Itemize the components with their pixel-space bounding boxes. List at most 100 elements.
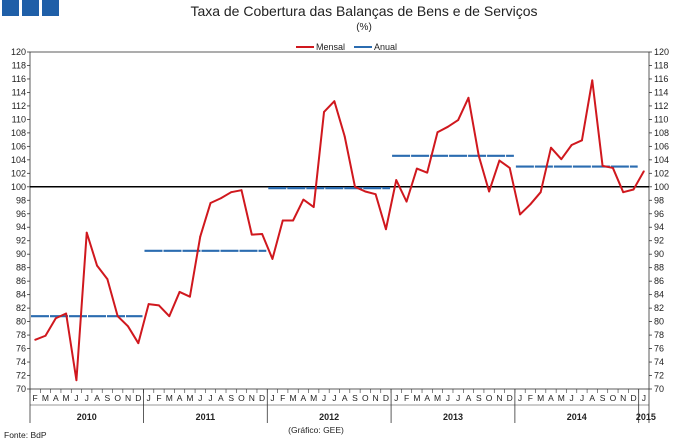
y-tick-label-right: 86 (654, 276, 664, 286)
y-tick-label-right: 96 (654, 209, 664, 219)
monthly-point (467, 96, 470, 99)
x-month-label: A (424, 393, 430, 403)
monthly-point (477, 154, 480, 157)
y-tick-label-left: 78 (16, 330, 26, 340)
x-month-label: A (94, 393, 100, 403)
monthly-point (446, 125, 449, 128)
y-tick-label-right: 84 (654, 290, 664, 300)
x-month-label: A (589, 393, 595, 403)
y-tick-label-right: 72 (654, 371, 664, 381)
y-tick-label-left: 110 (12, 114, 26, 124)
x-month-label: J (208, 393, 212, 403)
monthly-point (591, 79, 594, 82)
monthly-point (519, 213, 521, 216)
x-month-label: N (373, 393, 379, 403)
y-tick-label-right: 110 (654, 114, 668, 124)
monthly-point (209, 202, 212, 204)
y-tick-label-left: 104 (11, 155, 26, 165)
x-month-label: O (114, 393, 121, 403)
x-month-label: O (610, 393, 617, 403)
monthly-point (137, 342, 140, 345)
monthly-point (405, 200, 408, 203)
monthly-point (488, 190, 490, 193)
x-month-label: J (580, 393, 584, 403)
legend-label-anual: Anual (374, 42, 397, 52)
y-tick-label-left: 86 (16, 276, 26, 286)
y-tick-label-left: 88 (16, 263, 26, 273)
x-month-label: A (301, 393, 307, 403)
y-tick-label-left: 102 (11, 168, 26, 178)
monthly-point (189, 295, 191, 298)
x-month-label: M (413, 393, 420, 403)
y-tick-label-left: 98 (16, 195, 26, 205)
x-month-label: A (53, 393, 59, 403)
y-tick-label-right: 108 (654, 128, 669, 138)
x-month-label: M (166, 393, 173, 403)
monthly-point (457, 119, 460, 121)
y-tick-label-right: 104 (654, 155, 669, 165)
x-month-label: J (147, 393, 151, 403)
monthly-point (426, 171, 429, 174)
x-year-label: 2010 (77, 412, 97, 422)
monthly-point (54, 317, 57, 320)
y-tick-label-left: 70 (16, 384, 26, 394)
y-tick-label-left: 118 (12, 60, 26, 70)
y-tick-label-left: 72 (16, 371, 26, 381)
monthly-point (436, 131, 439, 134)
monthly-point (261, 233, 264, 235)
monthly-point (395, 179, 398, 181)
monthly-point (147, 303, 150, 305)
y-tick-label-right: 76 (654, 344, 664, 354)
x-month-label: F (33, 393, 38, 403)
legend: Mensal Anual (296, 42, 397, 52)
x-month-label: N (125, 393, 131, 403)
monthly-point (116, 315, 119, 318)
x-month-label: D (507, 393, 513, 403)
x-year-label: 2013 (443, 412, 463, 422)
monthly-point (570, 144, 573, 146)
chart-subtitle: (%) (356, 22, 372, 33)
credit-note: (Gráfico: GEE) (288, 425, 344, 435)
x-month-label: A (177, 393, 183, 403)
x-month-label: M (434, 393, 441, 403)
monthly-point (250, 233, 253, 236)
x-month-label: F (280, 393, 285, 403)
x-month-label: M (310, 393, 317, 403)
monthly-point (622, 191, 625, 194)
monthly-point (302, 198, 305, 201)
y-axis-right: 70 72 74 76 78 80 82 84 86 88 90 92 94 96 98 100 102 104 1… (649, 47, 669, 394)
y-tick-label-left: 112 (12, 101, 26, 111)
monthly-point (199, 235, 202, 238)
x-month-label: A (342, 393, 348, 403)
y-tick-label-right: 98 (654, 195, 664, 205)
y-tick-label-right: 94 (654, 222, 664, 232)
x-month-label: N (249, 393, 255, 403)
monthly-point (168, 315, 171, 318)
x-month-label: D (630, 393, 636, 403)
x-month-label: A (466, 393, 472, 403)
y-tick-label-left: 108 (11, 128, 26, 138)
x-month-label: J (270, 393, 274, 403)
logo-squares-icon (2, 0, 59, 16)
y-tick-label-right: 114 (654, 87, 668, 97)
y-tick-label-left: 82 (16, 303, 26, 313)
x-month-label: J (322, 393, 326, 403)
y-tick-label-right: 112 (654, 101, 668, 111)
monthly-point (240, 189, 243, 192)
monthly-point (158, 304, 160, 307)
x-month-label: J (74, 393, 78, 403)
x-month-label: J (518, 393, 522, 403)
y-tick-label-right: 70 (654, 384, 664, 394)
chart-title: Taxa de Cobertura das Balanças de Bens e… (190, 3, 537, 19)
x-month-label: J (198, 393, 202, 403)
x-month-label: S (228, 393, 234, 403)
y-tick-label-right: 118 (654, 60, 668, 70)
monthly-point (364, 190, 367, 193)
y-tick-label-right: 106 (654, 141, 669, 151)
monthly-point (343, 135, 346, 138)
monthly-point (127, 325, 129, 328)
monthly-point (34, 338, 37, 341)
monthly-point (178, 291, 181, 293)
monthly-point (230, 191, 233, 194)
x-month-label: O (238, 393, 245, 403)
